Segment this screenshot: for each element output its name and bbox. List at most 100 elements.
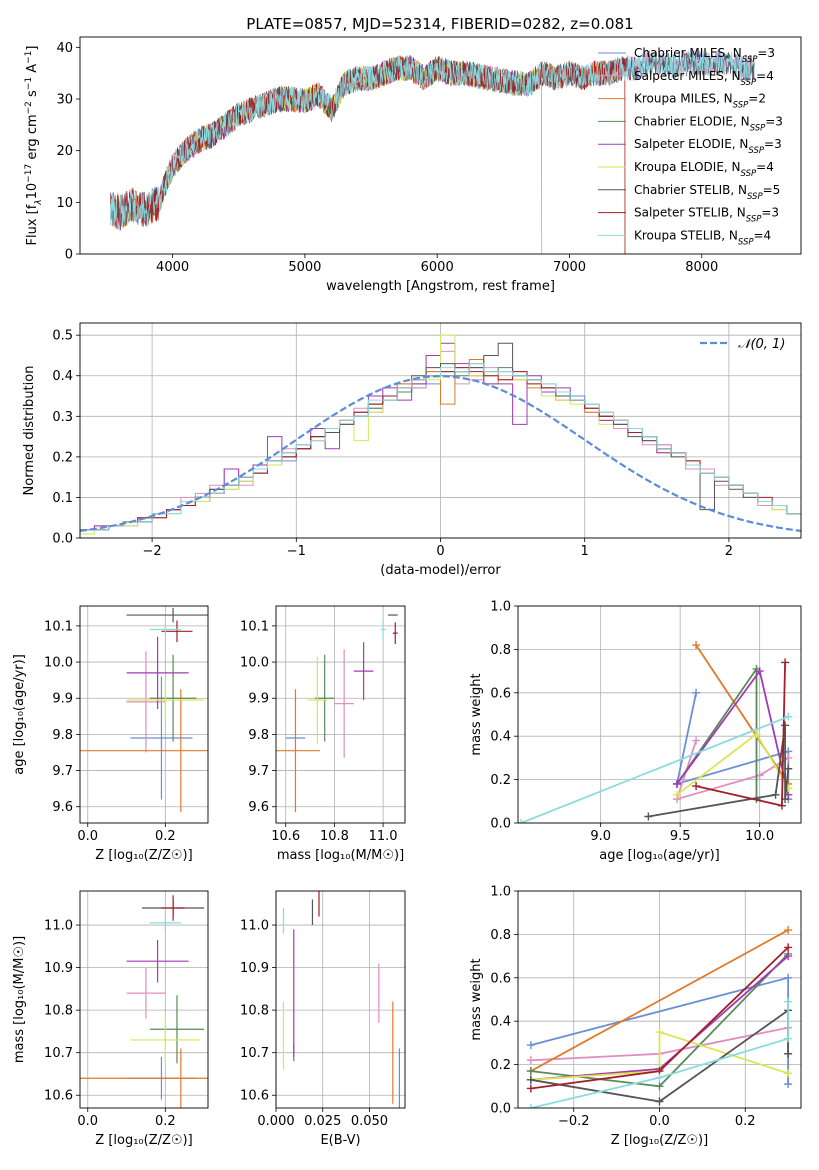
y-tick-label: 0.3 (52, 410, 73, 425)
y-tick-label: 0.4 (52, 369, 73, 384)
data-point (655, 1082, 664, 1091)
legend-label-name: Kroupa STELIB, N (634, 228, 738, 242)
y-tick-label: 10 (56, 196, 73, 211)
weight-line (695, 662, 786, 807)
x-axis-label: wavelength [Angstrom, rest frame] (326, 279, 555, 294)
legend-label-sub: SSP (741, 169, 757, 179)
y-axis-label-part: A (25, 64, 40, 77)
y-tick-label: 20 (56, 144, 73, 159)
y-tick-label: 0.2 (52, 450, 73, 465)
y-tick-label: 9.7 (52, 764, 73, 779)
x-axis-label: mass [log₁₀(M/M☉)] (277, 848, 404, 863)
legend-label-name: Kroupa ELODIE, N (634, 160, 741, 174)
x-tick-label: 9.5 (670, 829, 691, 844)
data-point (655, 1097, 664, 1106)
x-tick-label: 2 (725, 544, 733, 559)
data-point (672, 790, 681, 799)
data-point (655, 1073, 664, 1082)
y-tick-label: 0.6 (490, 971, 511, 986)
data-point (784, 926, 793, 935)
y-tick-label: 9.7 (248, 764, 269, 779)
y-tick-label: 0.5 (52, 329, 73, 344)
panel-residuals: −2 −1 0 1 2 0.0 0.1 0.2 0.3 0.4 0.5 (data-model)/er… (22, 322, 802, 578)
plot-area (526, 926, 793, 1108)
panel-age-vs-mass: 10.6 10.8 11.0 9.6 9.7 9.8 9.9 10.0 10.1 mass [lo… (240, 605, 406, 863)
normal-curve (80, 375, 801, 532)
data-point (526, 1075, 535, 1084)
plot-area (110, 49, 755, 254)
legend-label-sub: SSP (750, 123, 766, 133)
y-tick-label: 0.0 (490, 1102, 511, 1117)
data-point (752, 730, 761, 739)
weight-line (676, 668, 790, 796)
legend-label-suffix: =5 (763, 183, 781, 197)
y-tick-label: 10.6 (44, 1089, 73, 1104)
y-tick-label: 0.2 (490, 1058, 511, 1073)
x-tick-label: −0.2 (558, 1114, 590, 1129)
x-axis-label: E(B-V) (320, 1133, 360, 1148)
data-point (784, 1069, 793, 1078)
data-point (692, 782, 701, 791)
x-tick-label: 5000 (288, 260, 321, 275)
y-axis-label: Normed distribution (22, 366, 37, 496)
data-point (672, 779, 681, 788)
x-tick-label: 0 (436, 544, 444, 559)
legend-label-suffix: =3 (765, 114, 783, 128)
y-axis-label: mass [log₁₀(M/M☉)] (12, 936, 27, 1063)
legend-label-name: Kroupa MILES, N (634, 92, 733, 106)
x-tick-label: 0.2 (735, 1114, 756, 1129)
x-tick-label: 0.2 (155, 1114, 176, 1129)
legend-label: Kroupa MILES, NSSP=2 (634, 92, 766, 111)
y-tick-label: 10.1 (240, 619, 269, 634)
x-tick-label: 1 (581, 544, 589, 559)
data-point (526, 1067, 535, 1076)
y-tick-label: 10.9 (240, 961, 269, 976)
legend-label-name: Chabrier ELODIE, N (634, 114, 750, 128)
legend-label-sub: SSP (747, 192, 763, 202)
y-axis-label-part: −2 (24, 101, 34, 114)
y-axis-label-part: −17 (24, 164, 34, 183)
y-tick-label: 10.1 (44, 619, 73, 634)
weight-line (530, 1030, 789, 1081)
legend-label-name: Chabrier MILES, N (634, 46, 742, 60)
y-tick-label: 11.0 (240, 919, 269, 934)
panel-weight-vs-age: 9.0 9.5 10.0 0.0 0.2 0.4 0.6 0.8 1.0 age [log₁₀(a… (469, 600, 802, 863)
histogram-step (80, 342, 801, 531)
axes-frame (79, 890, 209, 1109)
x-tick-label: 0.050 (351, 1114, 388, 1129)
y-tick-label: 0.0 (490, 817, 511, 832)
y-tick-label: 10.9 (44, 961, 73, 976)
y-tick-label: 0.1 (52, 491, 73, 506)
data-point (518, 819, 526, 823)
legend-label-name: Salpeter MILES, N (634, 69, 741, 83)
spectrum-line (110, 49, 755, 231)
legend-label-sub: SSP (742, 55, 758, 65)
legend-label: Chabrier STELIB, NSSP=5 (634, 183, 780, 202)
x-tick-label: 0.0 (77, 829, 98, 844)
y-tick-label: 10.8 (240, 1004, 269, 1019)
weight-line (530, 1001, 789, 1108)
y-tick-label: 0 (65, 248, 73, 263)
x-tick-label: 9.0 (590, 829, 611, 844)
y-axis-label-part: Flux [f (25, 204, 40, 245)
x-tick-label: −2 (143, 544, 162, 559)
x-tick-label: 0.2 (155, 829, 176, 844)
y-tick-label: 9.6 (52, 800, 73, 815)
data-point (784, 997, 793, 1006)
y-tick-label: 0.8 (490, 643, 511, 658)
legend-label-sub: SSP (741, 78, 757, 88)
x-axis-label: age [log₁₀(age/yr)] (599, 848, 720, 863)
axes-frame (79, 36, 802, 255)
legend-label: Kroupa STELIB, NSSP=4 (634, 228, 771, 247)
y-axis-label-part: s (25, 90, 40, 101)
legend-label-name: Salpeter ELODIE, N (634, 137, 748, 151)
x-tick-label: 0.025 (304, 1114, 341, 1129)
legend-label: Salpeter ELODIE, NSSP=3 (634, 137, 782, 156)
data-point (526, 1084, 535, 1093)
x-tick-label: 11.0 (369, 829, 398, 844)
y-tick-label: 10.0 (240, 656, 269, 671)
data-point (784, 764, 793, 773)
legend-label-suffix: =4 (756, 160, 774, 174)
